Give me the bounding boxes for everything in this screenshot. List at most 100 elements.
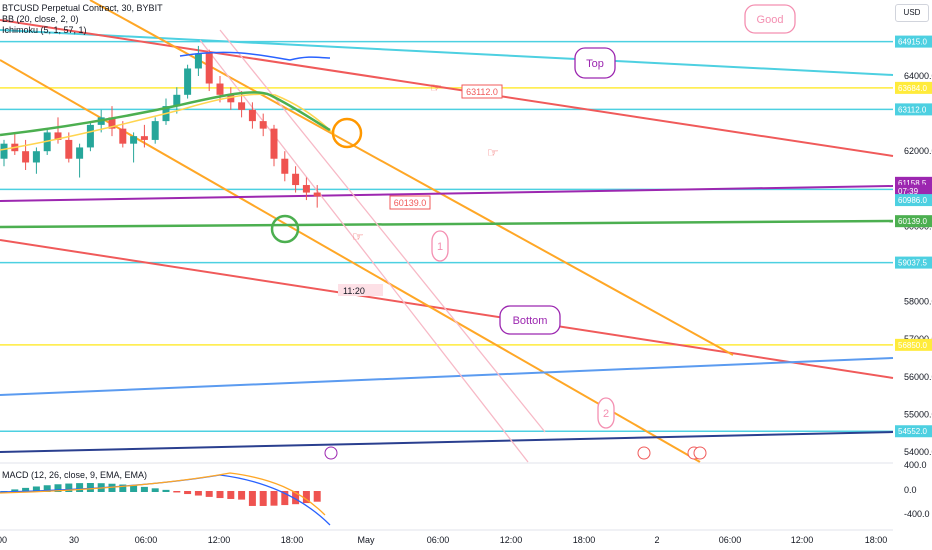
navy-trendline xyxy=(0,431,894,453)
price-tick: 54000.0 xyxy=(904,447,932,457)
price-callout-text: 60139.0 xyxy=(394,198,427,208)
candle-body xyxy=(130,136,138,144)
ichimoku-indicator-label: Ichimoku (5, 1, 57, 1) xyxy=(2,25,87,35)
price-label-tag xyxy=(895,338,932,351)
macd-histogram-bar xyxy=(194,491,202,496)
price-tick: 64000.0 xyxy=(904,71,932,81)
candle-body xyxy=(76,147,84,159)
time-tick: 12:00 xyxy=(791,535,814,545)
price-label-text: 61158.5 xyxy=(898,179,927,188)
orange-trendline-2 xyxy=(0,59,701,463)
price-label-text: 54552.0 xyxy=(898,427,927,436)
macd-histogram-bar xyxy=(281,491,289,506)
macd-histogram-bar xyxy=(313,491,321,502)
candle-body xyxy=(173,94,181,107)
macd-tick: 0.0 xyxy=(904,485,917,495)
price-label-text: 60986.0 xyxy=(898,196,927,205)
macd-histogram-bar xyxy=(248,491,256,506)
candle-body xyxy=(238,102,246,110)
one-bubble-text: 1 xyxy=(437,241,443,253)
green-trendline xyxy=(0,219,894,229)
time-tick: 30 xyxy=(69,535,79,545)
good-bubble-text: Good xyxy=(757,14,784,26)
candle-body xyxy=(205,53,213,84)
one-bubble xyxy=(431,230,449,262)
price-label-text: 59037.5 xyxy=(898,259,927,268)
candle-body xyxy=(119,128,127,144)
orange-trendline-1 xyxy=(89,0,734,356)
hand-marker-icon: ☞ xyxy=(430,80,442,95)
price-tick: 55000.0 xyxy=(904,409,932,419)
bb-indicator-label: BB (20, close, 2, 0) xyxy=(2,14,79,24)
time-tick: 06:00 xyxy=(427,535,450,545)
good-bubble xyxy=(744,4,796,34)
macd-histogram-bar xyxy=(32,486,40,492)
macd-label: MACD (12, 26, close, 9, EMA, EMA) xyxy=(2,470,148,480)
price-callout xyxy=(461,84,503,99)
candle-body xyxy=(0,143,8,159)
currency-selector[interactable]: USD xyxy=(895,4,929,22)
price-label-text: 63684.0 xyxy=(898,84,927,93)
candle-body xyxy=(194,53,202,69)
macd-histogram-bar xyxy=(184,491,192,495)
candle-body xyxy=(140,136,148,140)
macd-histogram-bar xyxy=(140,486,148,492)
time-tick: 18:00 xyxy=(865,535,888,545)
macd-histogram-bar xyxy=(65,483,73,492)
candle-body xyxy=(22,151,30,163)
trend-lines xyxy=(0,0,894,463)
pink-channel-lower xyxy=(199,39,529,463)
time-tick: 18:00 xyxy=(573,535,596,545)
bb-lower-band xyxy=(179,51,331,61)
macd-histogram-bar xyxy=(86,483,94,492)
hand-marker-icon: ☞ xyxy=(352,229,364,244)
macd-histogram-bar xyxy=(216,491,224,499)
macd-histogram-bar xyxy=(292,491,300,505)
time-tick: 2 xyxy=(654,535,659,545)
price-label-tag xyxy=(895,194,932,207)
purple-trendline xyxy=(0,185,894,202)
blue-trendline xyxy=(0,357,894,396)
price-label-text: 60139.0 xyxy=(898,217,927,226)
cyan-trendline xyxy=(0,29,894,76)
price-label-text: 56850.0 xyxy=(898,341,927,350)
time-highlight xyxy=(338,284,383,296)
price-label-tag xyxy=(895,81,932,94)
macd-histogram-bar xyxy=(205,491,213,497)
bottom-bubble xyxy=(499,305,561,335)
macd-histogram-bar xyxy=(119,484,127,492)
macd-histogram-bar xyxy=(302,491,310,504)
price-callout-text: 63112.0 xyxy=(466,87,498,97)
time-tick: 18:00 xyxy=(281,535,304,545)
macd-signal-line xyxy=(0,472,326,516)
macd-histogram-bar xyxy=(76,483,84,492)
top-bubble-text: Top xyxy=(586,58,604,70)
candle-body xyxy=(108,117,116,129)
time-tick: 12:00 xyxy=(500,535,523,545)
candle-body xyxy=(270,128,278,159)
candle-body xyxy=(313,192,321,197)
candle-body xyxy=(184,68,192,95)
time-tick: 00 xyxy=(0,535,7,545)
smiley-happy-icon xyxy=(331,117,363,149)
time-tick: May xyxy=(357,535,375,545)
candle-body xyxy=(86,124,94,148)
macd-histogram-bar xyxy=(151,488,159,492)
macd-histogram-bar xyxy=(130,485,138,492)
symbol-title: BTCUSD Perpetual Contract, 30, BYBIT xyxy=(2,3,163,13)
candle-body xyxy=(227,94,235,103)
us-flag-icon xyxy=(637,446,651,460)
two-bubble xyxy=(597,397,615,429)
macd-histogram-bar xyxy=(270,491,278,506)
macd-histogram-bar xyxy=(238,491,246,500)
macd-histogram-bar xyxy=(43,485,51,492)
price-label-tag xyxy=(895,425,932,438)
macd-histogram-bar xyxy=(173,491,181,493)
time-axis: 00 30 06:00 12:00 18:00 May 06:00 12:00 18:00 2 06… xyxy=(0,529,893,545)
price-label-text: 63112.0 xyxy=(898,105,927,114)
macd-tick: 400.0 xyxy=(904,460,927,470)
red-trendline-lower xyxy=(0,239,894,379)
macd-panel xyxy=(0,462,893,526)
price-label-text: 07:39 xyxy=(898,187,919,196)
